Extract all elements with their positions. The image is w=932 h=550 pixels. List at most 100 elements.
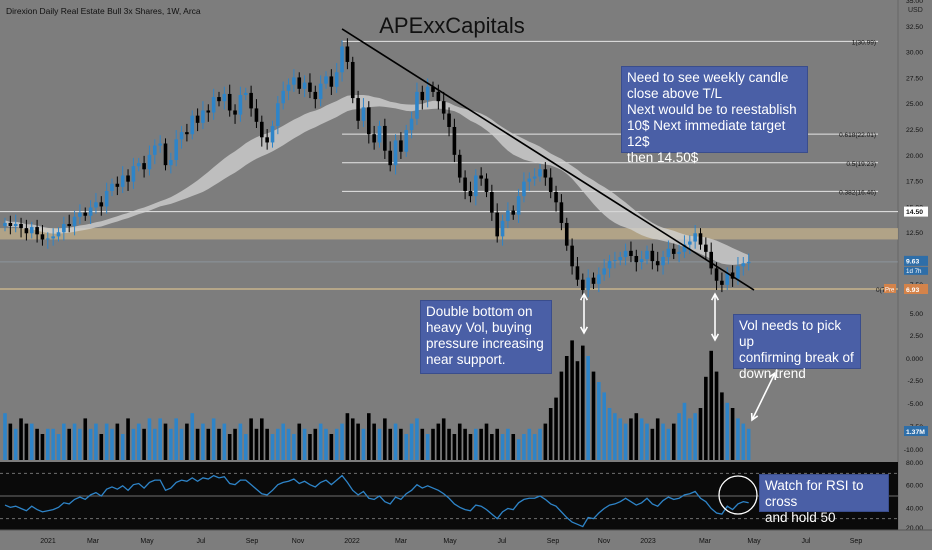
candle [3, 222, 7, 227]
volume-bar [340, 423, 344, 460]
volume-bar [3, 413, 7, 460]
candle [388, 150, 392, 166]
arrow-volume-up [751, 372, 776, 421]
volume-bar [383, 418, 387, 460]
volume-bar [104, 423, 109, 460]
candle [372, 134, 376, 143]
candle [238, 94, 243, 115]
resistance-zone [0, 228, 898, 240]
candle [110, 183, 114, 191]
candle [586, 277, 590, 291]
volume-bar [142, 428, 146, 460]
candle [158, 143, 162, 146]
volume-bar [693, 413, 697, 460]
candle [688, 241, 692, 245]
volume-bar [666, 428, 671, 460]
volume-bar [575, 361, 580, 460]
candle [441, 101, 446, 114]
candle [40, 234, 45, 240]
volume-bar [29, 423, 34, 460]
volume-bar [506, 428, 510, 460]
volume-bar [741, 423, 746, 460]
candle [548, 177, 553, 192]
volume-bar [714, 371, 719, 460]
arrow-second-bottom-head [710, 333, 720, 342]
candle [13, 223, 18, 227]
candle [613, 260, 617, 262]
candle [671, 248, 676, 254]
candle [634, 255, 639, 263]
candle [217, 97, 221, 102]
arrow-double-bottom-head [579, 326, 589, 335]
volume-bar [233, 428, 237, 460]
candle [425, 86, 430, 101]
volume-bar [324, 428, 328, 460]
arrow-volume-up-head [750, 412, 759, 422]
zone-layer [0, 228, 898, 240]
volume-bar [190, 413, 195, 460]
volume-bar [308, 434, 312, 460]
candle [645, 250, 649, 260]
volume-bar [222, 423, 227, 460]
volume-bar [554, 397, 558, 460]
volume-bar [356, 423, 360, 460]
rsi-tick-label: 40.00 [906, 505, 923, 512]
volume-bar [158, 418, 162, 460]
candle [602, 268, 606, 275]
volume-bar [367, 413, 371, 460]
candle [356, 98, 360, 121]
volume-bar [409, 423, 414, 460]
volume-bar [13, 428, 18, 460]
volume-bar [613, 413, 617, 460]
candle [639, 259, 644, 263]
volume-bar [8, 423, 13, 460]
candle [741, 263, 746, 267]
candle [516, 196, 521, 215]
candle [570, 245, 574, 267]
volume-bar [436, 423, 441, 460]
volume-bar [56, 434, 61, 460]
volume-bar [581, 345, 585, 460]
rsi-tick-label: 20.00 [906, 525, 923, 532]
note-trendline-target: Need to see weekly candle close above T/… [621, 66, 808, 165]
x-tick-label: 2021 [40, 538, 56, 545]
x-tick-label: Nov [598, 538, 611, 545]
arrow-volume-up-head [768, 371, 777, 381]
fib-label: 0.618(22.01) [839, 132, 876, 139]
candle [463, 177, 467, 191]
volume-bar [559, 371, 564, 460]
candle [206, 110, 211, 113]
candle [564, 222, 569, 246]
volume-bar [586, 356, 590, 460]
candle [163, 143, 168, 166]
candle [99, 202, 104, 207]
candle [500, 220, 505, 237]
x-tick-label: Mar [87, 538, 100, 545]
volume-bar [153, 428, 157, 460]
volume-tick-label: 2.50 [910, 333, 923, 340]
volume-bar [746, 428, 751, 460]
candle [725, 272, 730, 285]
volume-bar [99, 434, 104, 460]
x-tick-label: May [443, 538, 457, 545]
volume-bar [730, 408, 735, 460]
volume-bar [468, 434, 473, 460]
volume-bar [591, 371, 596, 460]
volume-bar [709, 350, 713, 460]
volume-bar [682, 402, 687, 460]
volume-bar [334, 428, 339, 460]
volume-bar [388, 428, 392, 460]
note-rsi: Watch for RSI to cross and hold 50 [759, 474, 889, 525]
x-axis-band [0, 530, 932, 550]
volume-bar [227, 434, 232, 460]
candle [126, 175, 130, 182]
price-tick-label: 30.00 [906, 50, 923, 57]
resistance-badge-bg [904, 206, 928, 217]
volume-bar [126, 418, 130, 460]
volume-bar [425, 434, 430, 460]
rsi-tick-label: 60.00 [906, 483, 923, 490]
candle [522, 181, 526, 197]
candle [195, 115, 200, 123]
countdown-bg [904, 266, 928, 275]
candle [286, 84, 291, 91]
